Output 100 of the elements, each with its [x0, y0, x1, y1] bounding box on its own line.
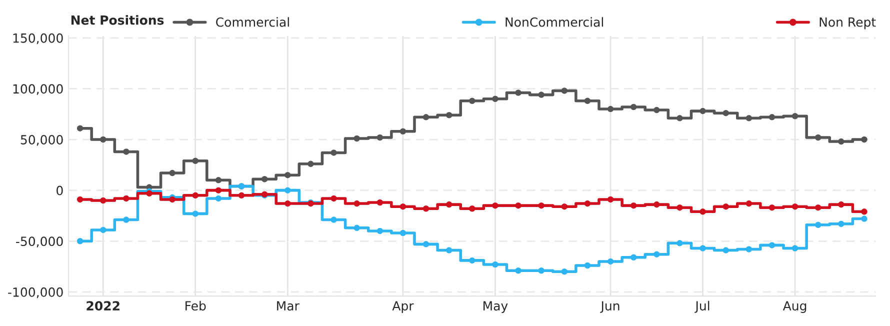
point [700, 108, 706, 114]
point [768, 204, 776, 211]
point [446, 201, 452, 208]
point [76, 196, 84, 203]
legend-label: Commercial [216, 17, 289, 27]
point [469, 98, 476, 104]
point [584, 262, 591, 269]
point [538, 267, 544, 274]
point [284, 172, 291, 178]
point [838, 138, 844, 145]
point [746, 246, 752, 252]
point [330, 150, 337, 156]
point [469, 257, 476, 264]
point [123, 148, 130, 155]
point [630, 202, 637, 209]
point [422, 205, 430, 212]
point [584, 200, 591, 207]
point [630, 254, 637, 261]
point [584, 98, 591, 104]
x-tick-label: Apr [392, 301, 414, 313]
point [308, 160, 314, 168]
point [700, 208, 706, 215]
point [676, 240, 683, 246]
x-tick-label: Mar [277, 301, 300, 311]
point [746, 115, 752, 122]
point [422, 114, 430, 120]
point [376, 199, 384, 206]
point [768, 242, 776, 248]
point [400, 203, 406, 210]
point [561, 88, 568, 94]
point [192, 192, 199, 199]
point [284, 200, 291, 207]
point [400, 128, 406, 135]
point [492, 261, 498, 268]
point [192, 210, 199, 217]
point [630, 104, 637, 110]
point [561, 203, 568, 210]
point [446, 112, 452, 118]
point [215, 187, 222, 194]
point [354, 224, 360, 232]
point [192, 158, 199, 164]
point [469, 205, 476, 212]
point [354, 200, 360, 207]
point [169, 170, 176, 176]
x-tick-label: Feb [186, 300, 206, 311]
point [76, 238, 84, 244]
point [654, 201, 660, 208]
point [654, 251, 660, 258]
y-tick-label: 0 [56, 186, 63, 196]
point [722, 203, 729, 210]
y-tick-label: -50,000 [16, 236, 63, 248]
x-tick-label: Jul [694, 300, 710, 313]
point [330, 195, 337, 202]
point [838, 201, 844, 208]
x-tick-label: 2022 [86, 301, 120, 311]
point [746, 200, 752, 207]
point [768, 114, 776, 120]
point [76, 125, 84, 132]
x-tick-label: May [484, 301, 508, 313]
legend-title: Net Positions [71, 15, 164, 25]
point [792, 245, 798, 252]
point [123, 195, 130, 202]
point [100, 197, 106, 204]
point [400, 230, 406, 236]
y-tick-label: 150,000 [13, 33, 63, 44]
point [215, 177, 222, 184]
point [607, 258, 614, 265]
point [538, 202, 544, 209]
point [722, 110, 729, 116]
x-tick-label: Jun [600, 301, 620, 313]
point [861, 216, 868, 222]
point [607, 106, 614, 112]
point [376, 134, 384, 141]
point [676, 115, 683, 122]
point [100, 136, 106, 143]
point [838, 220, 844, 227]
point [330, 216, 337, 223]
point [261, 176, 268, 182]
point [100, 226, 106, 234]
point [354, 135, 360, 142]
point [515, 267, 522, 274]
y-tick-label: 50,000 [20, 134, 63, 146]
point [376, 228, 384, 234]
point [814, 222, 822, 228]
point [492, 202, 498, 209]
point [861, 136, 868, 143]
point [814, 204, 822, 211]
point [446, 247, 452, 254]
point [515, 90, 522, 96]
point [561, 268, 568, 275]
point [123, 216, 130, 223]
point [238, 192, 245, 199]
point [654, 106, 660, 114]
point [607, 196, 614, 203]
point [215, 195, 222, 202]
point [861, 208, 868, 215]
point [792, 203, 798, 210]
point [284, 187, 291, 194]
legend-label: NonCommercial [506, 17, 603, 27]
point [792, 113, 798, 120]
